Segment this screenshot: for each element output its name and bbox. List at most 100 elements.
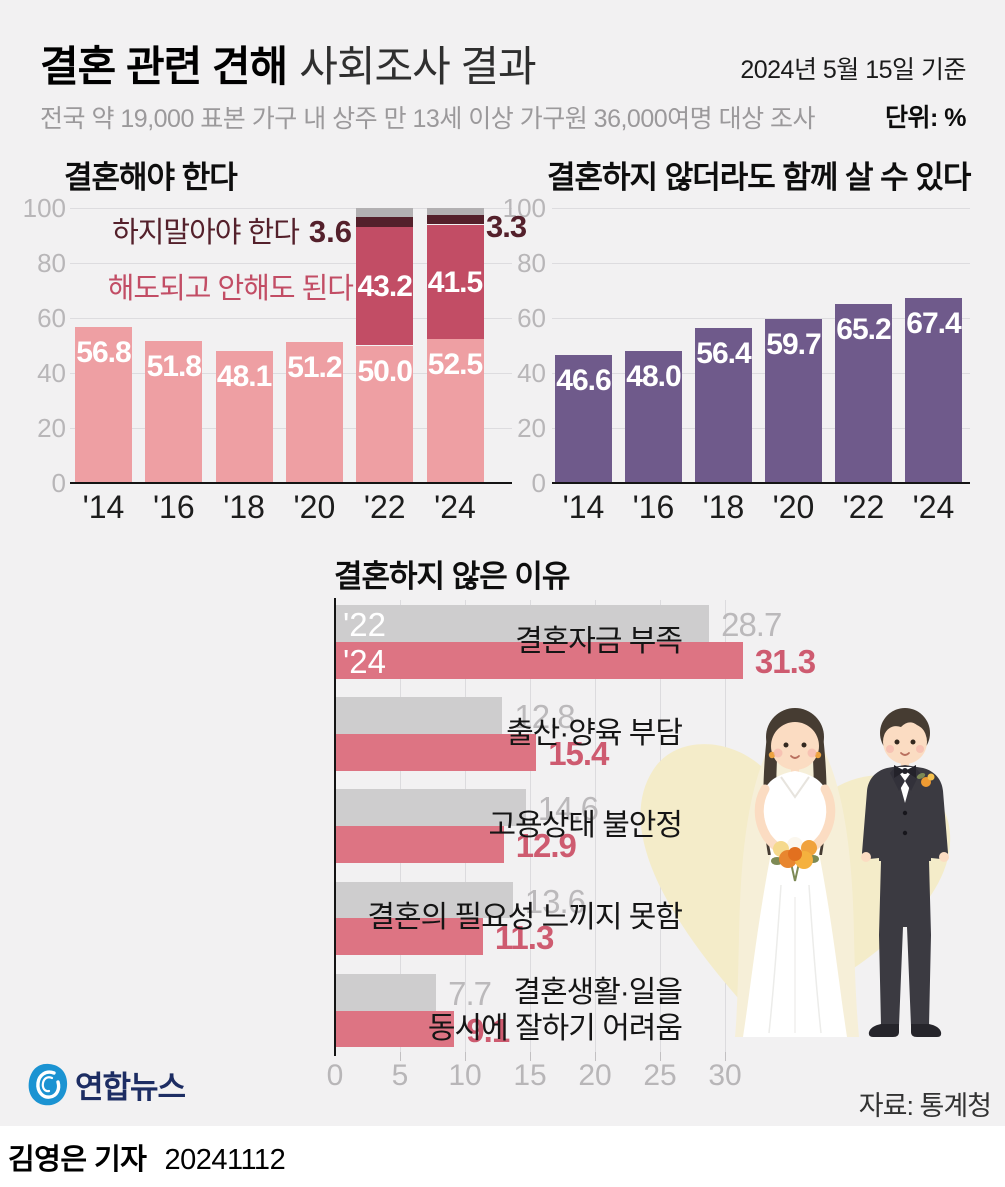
bar-value-label: 7.7 [448, 974, 492, 1012]
x-tick-label: '22 [363, 489, 406, 525]
gridline [530, 600, 531, 1052]
x-tick-label: '16 [152, 489, 195, 525]
bar-value-label: 67.4 [906, 306, 961, 340]
unit-note: 단위: % [884, 104, 967, 132]
bar-value-label: 48.0 [626, 360, 681, 393]
y-tick-label: 40 [37, 358, 66, 388]
x-tick-label: '24 [912, 489, 955, 525]
x-axis-line [552, 482, 970, 484]
y-tick-label: 80 [37, 248, 66, 278]
bar-value-label: 31.3 [754, 642, 816, 680]
y-tick-label: 0 [531, 468, 546, 498]
bar-segment [426, 215, 484, 225]
bar-value-label: 52.5 [427, 347, 483, 381]
x-tick-label: '20 [772, 489, 815, 525]
bar-value-label: 50.0 [357, 354, 412, 388]
gridline [552, 318, 970, 319]
bar-segment [426, 208, 484, 216]
bar-segment [285, 342, 343, 483]
x-tick-label: '16 [632, 489, 675, 525]
category-label: 고용상태 불안정 [488, 809, 683, 843]
bride-figure [735, 708, 859, 1037]
gridline [595, 600, 596, 1052]
source-note: 자료: 통계청 [858, 1091, 992, 1121]
bar [336, 881, 513, 919]
y-tick-label: 80 [517, 248, 546, 278]
axis-tick [595, 1052, 596, 1061]
bar [336, 789, 526, 827]
bar-value-label: 48.1 [216, 359, 272, 393]
y-tick-label: 0 [51, 468, 66, 498]
reporter-name: 김영은 기자 [8, 1144, 147, 1176]
credit-number: 20241112 [164, 1144, 286, 1176]
x-tick-label: '24 [434, 489, 476, 525]
y-tick-label: 60 [517, 303, 546, 333]
bar-value-label: 51.8 [146, 349, 202, 383]
bar-segment [625, 351, 682, 483]
bar-segment [356, 226, 414, 346]
x-tick-label: 10 [448, 1059, 482, 1092]
series-tag: '22 [343, 606, 387, 643]
x-tick-label: '20 [293, 489, 336, 525]
category-label: 출산·양육 부담 [506, 717, 683, 750]
bar-segment [356, 345, 414, 483]
chart-title-reasons: 결혼하지 않은 이유 [334, 559, 570, 594]
x-tick-label: 30 [708, 1059, 742, 1092]
chart-title-cohabit: 결혼하지 않더라도 함께 살 수 있다 [547, 160, 971, 195]
x-tick-label: 15 [513, 1059, 547, 1092]
bar-value-label: 59.7 [766, 327, 821, 361]
x-axis-line [70, 482, 512, 484]
bar-value-label: 14.6 [537, 790, 599, 828]
axis-tick [465, 1052, 466, 1061]
y-tick-label: 20 [37, 413, 66, 443]
annotation-optional-marriage: 해도되고 안해도 된다 [107, 273, 354, 305]
bar-segment [75, 326, 132, 483]
axis-tick [530, 1052, 531, 1061]
annotation-should-not-marry-value-24: 3.3 [486, 209, 527, 244]
axis-tick [660, 1052, 661, 1061]
bar-value-label: 65.2 [836, 312, 891, 346]
bar-segment [356, 208, 414, 217]
bar-segment [765, 318, 822, 483]
y-tick-label: 100 [22, 193, 66, 223]
bar-segment [695, 327, 752, 483]
gridline [70, 208, 512, 209]
gridline [552, 263, 970, 264]
bar-value-label: 9.1 [466, 1011, 510, 1049]
bar-segment [215, 350, 273, 483]
axis-tick [725, 1052, 726, 1061]
chart-title-should-marry: 결혼해야 한다 [64, 160, 238, 195]
x-tick-label: '18 [223, 489, 265, 525]
bar-value-label: 28.7 [721, 606, 782, 643]
yonhap-logo-icon [28, 1063, 68, 1105]
bar-value-label: 11.3 [494, 919, 554, 957]
x-tick-label: '14 [562, 489, 605, 525]
wedding-couple-illustration [640, 708, 951, 1037]
x-tick-label: '22 [842, 489, 885, 525]
category-label: 결혼의 필요성 느끼지 못함 [367, 901, 683, 935]
y-tick-label: 60 [37, 303, 66, 333]
y-tick-label: 20 [517, 413, 546, 443]
y-axis-line [334, 598, 336, 1056]
x-tick-label: 25 [643, 1059, 677, 1092]
publisher-name: 연합뉴스 [75, 1070, 186, 1105]
byline-strip: 김영은 기자 20241112 [0, 1126, 1005, 1187]
gridline [552, 208, 970, 209]
bar-value-label: 15.4 [548, 735, 609, 772]
page-title: 결혼 관련 견해 사회조사 결과 [40, 33, 537, 94]
bar-segment [905, 297, 962, 483]
y-tick-label: 100 [502, 193, 546, 223]
bar-segment [835, 303, 892, 483]
title-sub: 사회조사 결과 [299, 43, 537, 90]
bar-value-label: 41.5 [427, 265, 483, 299]
yonhap-logo: 연합뉴스 [28, 1062, 186, 1107]
byline: 김영은 기자 20241112 [8, 1136, 286, 1178]
bar-segment [145, 340, 203, 483]
bar-segment [426, 224, 484, 339]
bar-value-label: 12.9 [515, 827, 577, 865]
axis-tick [400, 1052, 401, 1061]
bar [336, 973, 437, 1011]
y-tick-label: 40 [517, 358, 546, 388]
